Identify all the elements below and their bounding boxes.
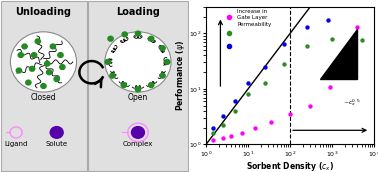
Circle shape bbox=[16, 68, 22, 73]
Circle shape bbox=[160, 46, 165, 51]
Point bbox=[220, 115, 226, 118]
Text: Increase in
Gate Layer
Permeability: Increase in Gate Layer Permeability bbox=[237, 9, 271, 27]
Polygon shape bbox=[319, 29, 358, 79]
Circle shape bbox=[31, 53, 37, 57]
Circle shape bbox=[26, 80, 31, 85]
Circle shape bbox=[22, 44, 27, 49]
Text: Loading: Loading bbox=[116, 7, 160, 17]
FancyBboxPatch shape bbox=[1, 1, 87, 171]
Point bbox=[262, 66, 268, 68]
Point bbox=[287, 113, 293, 116]
Point bbox=[327, 85, 333, 88]
Circle shape bbox=[105, 32, 171, 92]
Circle shape bbox=[41, 84, 46, 88]
Point bbox=[280, 42, 287, 45]
Point bbox=[268, 121, 274, 124]
Circle shape bbox=[122, 32, 127, 37]
Circle shape bbox=[29, 66, 35, 71]
Point bbox=[245, 81, 251, 84]
Circle shape bbox=[60, 65, 65, 69]
Point bbox=[304, 44, 310, 47]
Point bbox=[329, 37, 335, 40]
Circle shape bbox=[165, 60, 170, 64]
Text: Complex: Complex bbox=[123, 142, 153, 147]
Circle shape bbox=[35, 39, 40, 44]
FancyBboxPatch shape bbox=[88, 1, 188, 171]
Point bbox=[211, 132, 217, 135]
Circle shape bbox=[58, 53, 63, 57]
Text: Unloading: Unloading bbox=[15, 7, 71, 17]
Point bbox=[245, 93, 251, 96]
Point bbox=[262, 81, 268, 84]
Circle shape bbox=[50, 44, 56, 49]
Circle shape bbox=[18, 53, 23, 57]
Point bbox=[232, 100, 239, 103]
Circle shape bbox=[121, 83, 126, 88]
Circle shape bbox=[135, 31, 141, 36]
Point bbox=[253, 126, 259, 129]
Text: Ligand: Ligand bbox=[5, 142, 28, 147]
X-axis label: Sorbent Density ($c_x$): Sorbent Density ($c_x$) bbox=[246, 160, 334, 172]
Point bbox=[325, 19, 331, 21]
Text: Closed: Closed bbox=[31, 93, 56, 102]
Text: Solute: Solute bbox=[46, 142, 68, 147]
Circle shape bbox=[160, 73, 165, 78]
Circle shape bbox=[105, 60, 110, 64]
Circle shape bbox=[10, 32, 76, 92]
Text: ~$c_x^{0.5}$: ~$c_x^{0.5}$ bbox=[343, 98, 361, 108]
Point bbox=[232, 110, 239, 112]
Point bbox=[280, 63, 287, 66]
Point bbox=[211, 139, 217, 141]
Point bbox=[211, 126, 217, 129]
Point bbox=[220, 124, 226, 127]
Circle shape bbox=[50, 126, 64, 139]
Point bbox=[307, 104, 313, 107]
Point bbox=[239, 132, 245, 135]
Point bbox=[304, 26, 310, 28]
Text: Open: Open bbox=[128, 93, 148, 102]
Circle shape bbox=[135, 87, 141, 92]
Circle shape bbox=[54, 77, 59, 82]
Point bbox=[355, 26, 361, 28]
Y-axis label: Performance ($\psi$): Performance ($\psi$) bbox=[174, 40, 187, 111]
Point bbox=[228, 135, 234, 138]
Point bbox=[359, 39, 365, 42]
Circle shape bbox=[46, 70, 52, 75]
Circle shape bbox=[131, 126, 145, 139]
Circle shape bbox=[149, 83, 154, 88]
Circle shape bbox=[149, 36, 154, 41]
Circle shape bbox=[108, 36, 113, 41]
Circle shape bbox=[45, 61, 50, 66]
Point bbox=[220, 137, 226, 139]
Circle shape bbox=[110, 73, 115, 78]
